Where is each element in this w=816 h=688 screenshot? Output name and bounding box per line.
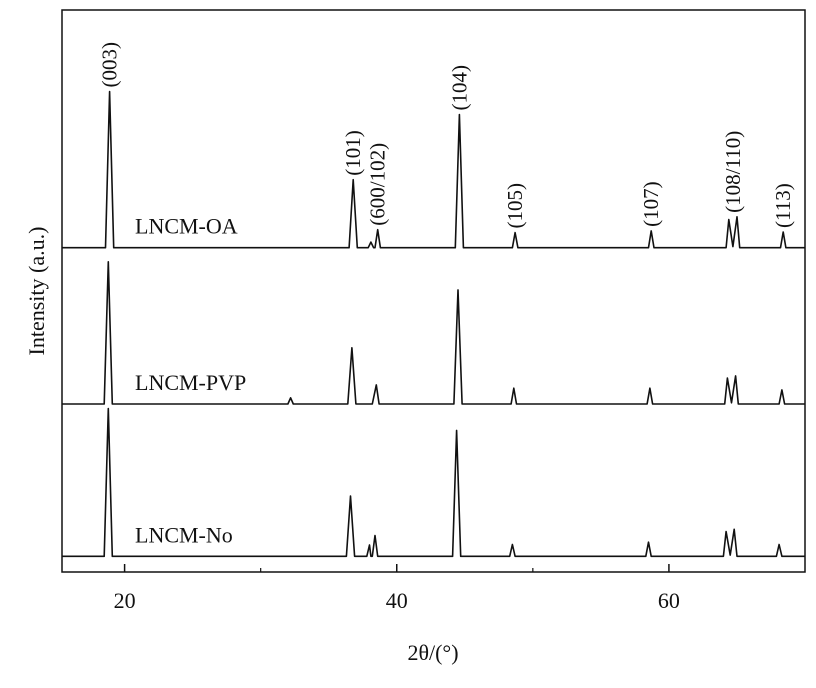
x-tick-label: 40 — [386, 588, 408, 613]
peak-label: (101) — [341, 130, 365, 176]
series-label: LNCM-No — [135, 522, 233, 547]
x-axis-label: 2θ/(°) — [407, 640, 458, 665]
peak-label: (104) — [447, 65, 471, 111]
peak-label: (003) — [98, 42, 122, 88]
xrd-trace — [62, 90, 805, 249]
peak-label: (600/102) — [366, 143, 390, 226]
peak-label: (108/110) — [721, 131, 745, 213]
xrd-trace — [62, 261, 805, 405]
series-label: LNCM-PVP — [135, 370, 246, 395]
x-tick-label: 20 — [114, 588, 136, 613]
x-tick-label: 60 — [658, 588, 680, 613]
peak-label: (105) — [503, 183, 527, 229]
y-axis-label: Intensity (a.u.) — [24, 227, 49, 356]
xrd-trace — [62, 407, 805, 558]
peak-label: (113) — [771, 183, 795, 228]
plot-frame — [61, 9, 806, 573]
series-label: LNCM-OA — [135, 214, 238, 239]
peak-label: (107) — [639, 181, 663, 227]
